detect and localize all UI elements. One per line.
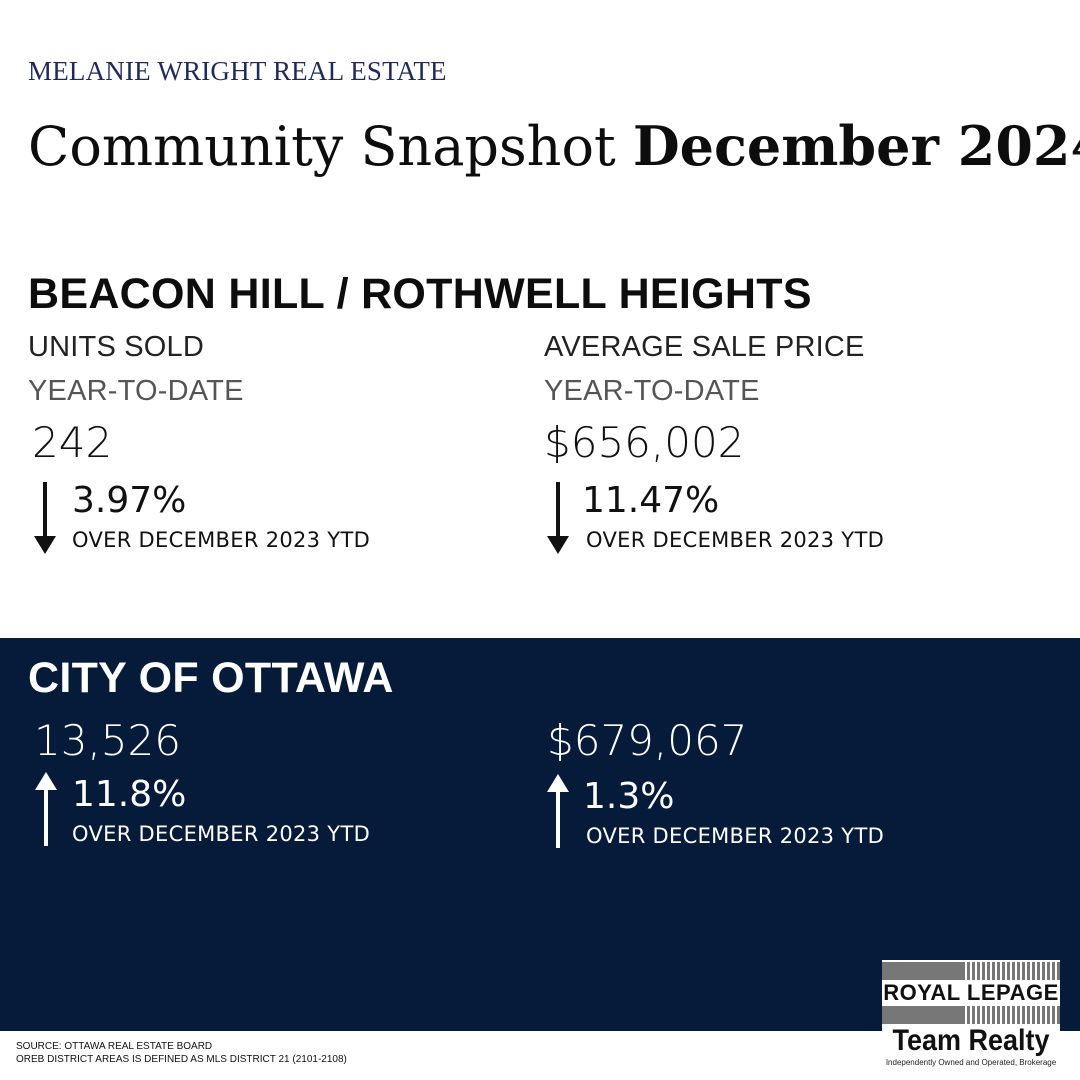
title-main: Community Snapshot xyxy=(28,115,633,178)
title-date: December 2024 xyxy=(632,114,1080,178)
brand-name: MELANIE WRIGHT REAL ESTATE xyxy=(28,56,447,86)
avg-price-value: $656,002 xyxy=(544,418,745,467)
city-price-value: $679,067 xyxy=(547,716,748,765)
price-change-comparison: OVER DECEMBER 2023 YTD xyxy=(586,528,885,552)
page-title: Community Snapshot December 2024 xyxy=(28,110,1080,183)
units-change-comparison: OVER DECEMBER 2023 YTD xyxy=(72,528,371,552)
down-arrow-icon xyxy=(547,482,569,554)
logo-bars-top xyxy=(882,962,1060,980)
price-period-label: YEAR-TO-DATE xyxy=(544,375,760,407)
source-note: SOURCE: OTTAWA REAL ESTATE BOARD OREB DI… xyxy=(16,1040,347,1066)
price-change-percent: 11.47% xyxy=(582,480,720,521)
city-units-change-percent: 11.8% xyxy=(72,774,187,815)
units-period-label: YEAR-TO-DATE xyxy=(28,375,244,407)
logo-bars-bottom xyxy=(882,1006,1060,1024)
up-arrow-icon xyxy=(547,774,569,848)
units-change-percent: 3.97% xyxy=(72,480,187,521)
units-sold-value: 242 xyxy=(32,418,113,467)
district-line: OREB DISTRICT AREAS IS DEFINED AS MLS DI… xyxy=(16,1054,347,1065)
logo-brand-text: ROYAL LEPAGE xyxy=(883,980,1059,1005)
city-heading: CITY OF OTTAWA xyxy=(28,654,394,702)
logo-tagline: Independently Owned and Operated, Broker… xyxy=(885,1058,1057,1067)
logo-team-text: Team Realty xyxy=(892,1024,1050,1057)
community-heading: BEACON HILL / ROTHWELL HEIGHTS xyxy=(28,270,812,318)
up-arrow-icon xyxy=(35,772,57,846)
city-units-value: 13,526 xyxy=(34,716,181,765)
city-units-change-comparison: OVER DECEMBER 2023 YTD xyxy=(72,822,371,846)
royal-lepage-logo: ROYAL LEPAGE Team Realty Independently O… xyxy=(882,960,1060,1072)
down-arrow-icon xyxy=(34,482,56,554)
source-line: SOURCE: OTTAWA REAL ESTATE BOARD xyxy=(16,1041,213,1052)
city-price-change-comparison: OVER DECEMBER 2023 YTD xyxy=(586,824,885,848)
avg-price-label: AVERAGE SALE PRICE xyxy=(544,331,865,363)
units-sold-label: UNITS SOLD xyxy=(28,331,205,363)
city-price-change-percent: 1.3% xyxy=(583,776,675,817)
